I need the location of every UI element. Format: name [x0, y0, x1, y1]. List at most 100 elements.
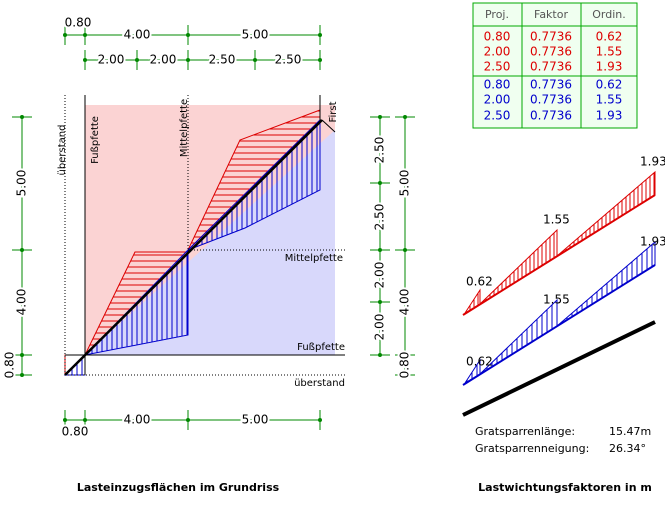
- dim-label: 2.50: [373, 204, 387, 231]
- dim-label: 5.00: [242, 28, 269, 42]
- table-cell: 2.50: [484, 60, 511, 74]
- dim-label: 4.00: [124, 413, 151, 427]
- dim-dot: [318, 418, 322, 422]
- plan-label: überstand: [294, 378, 345, 389]
- plan-label: Mittelpfette: [179, 99, 190, 157]
- table-cell: 0.80: [484, 78, 511, 92]
- info-label: Gratsparrenlänge:: [475, 425, 575, 438]
- dim-label: 2.50: [373, 137, 387, 164]
- dim-dot: [63, 33, 67, 37]
- ordinate-label: 1.55: [543, 293, 570, 307]
- dim-label: 2.00: [150, 53, 177, 67]
- plan-label: First: [328, 101, 339, 122]
- info-value: 26.34°: [609, 442, 646, 455]
- table-cells: Proj. Faktor Ordin. 0.80 0.7736 0.62 2.00 0.773…: [484, 8, 626, 123]
- dim-label: 2.00: [373, 262, 387, 289]
- dim-dot: [20, 373, 24, 377]
- blue-ordinate: [556, 240, 656, 327]
- dim-label: 4.00: [124, 28, 151, 42]
- dim-label: 2.00: [373, 314, 387, 341]
- table-cell: 0.7736: [530, 93, 572, 107]
- dim-label: 5.00: [15, 170, 29, 197]
- dimensions: 0.80 4.00 5.00 2.00 2.00 2.50 2.50 5.00 4.00 0.80…: [1, 14, 415, 441]
- ordinate-label: 1.55: [543, 213, 570, 227]
- table-cell: 0.7736: [530, 60, 572, 74]
- caption: Lastwichtungsfaktoren in m: [478, 481, 652, 494]
- table-cell: 2.00: [484, 45, 511, 59]
- dim-dot: [378, 248, 382, 252]
- plan: [63, 95, 345, 376]
- dim-label: 0.80: [398, 352, 412, 379]
- plan-label: überstand: [57, 125, 68, 176]
- ordinate-label: 0.62: [466, 355, 493, 369]
- plan-label: Mittelpfette: [285, 253, 343, 264]
- table-cell: 0.7736: [530, 109, 572, 123]
- dim-dot: [378, 300, 382, 304]
- ordinate-label: 1.93: [640, 235, 665, 249]
- ordinate-label: 1.93: [640, 155, 665, 169]
- table-cell: 1.55: [596, 93, 623, 107]
- dim-dot: [63, 418, 67, 422]
- dim-label: 2.00: [98, 53, 125, 67]
- dim-dot: [20, 353, 24, 357]
- blue-hatch: [187, 118, 321, 251]
- dim-dot: [186, 58, 190, 62]
- table-cell: 1.93: [596, 109, 623, 123]
- dim-dot: [20, 115, 24, 119]
- table-frame: [472, 2, 638, 129]
- dim-dot: [135, 58, 139, 62]
- table-header: Ordin.: [592, 8, 626, 21]
- ridge-end: [321, 119, 336, 133]
- table-cell: 0.7736: [530, 30, 572, 44]
- dim-label: 2.50: [275, 53, 302, 67]
- table-cell: 0.62: [596, 78, 623, 92]
- table-cell: 0.80: [484, 30, 511, 44]
- dim-label: 4.00: [398, 289, 412, 316]
- dim-dot: [378, 115, 382, 119]
- dim-label: 5.00: [398, 170, 412, 197]
- dim-dot: [186, 33, 190, 37]
- hip-line: [64, 119, 323, 376]
- dim-label: 5.00: [242, 413, 269, 427]
- info-value: 15.47m: [609, 425, 651, 438]
- red-base: [462, 194, 656, 316]
- dim-dot: [403, 373, 407, 377]
- dim-label: 2.50: [209, 53, 236, 67]
- rafter-line: [462, 320, 656, 417]
- dim-dot: [83, 418, 87, 422]
- table-cell: 1.93: [596, 60, 623, 74]
- dim-dot: [378, 181, 382, 185]
- dim-dot: [378, 353, 382, 357]
- dim-dot: [403, 353, 407, 357]
- info-label: Gratsparrenneigung:: [475, 442, 589, 455]
- dim-dot: [318, 58, 322, 62]
- dim-dot: [253, 58, 257, 62]
- table: [472, 2, 638, 129]
- plan-label: Fußpfette: [90, 116, 101, 164]
- dim-dot: [186, 418, 190, 422]
- table-cell: 0.7736: [530, 45, 572, 59]
- table-header: Proj.: [485, 8, 509, 21]
- table-cell: 1.55: [596, 45, 623, 59]
- table-header: Faktor: [534, 8, 568, 21]
- ordinate-label: 0.62: [466, 275, 493, 289]
- labels: überstand Fußpfette Mittelpfette First M…: [57, 99, 345, 494]
- dim-dot: [403, 248, 407, 252]
- dim-dot: [83, 33, 87, 37]
- dim-dot: [83, 58, 87, 62]
- table-cell: 0.62: [596, 30, 623, 44]
- dim-dot: [20, 248, 24, 252]
- table-cell: 2.00: [484, 93, 511, 107]
- blue-base: [462, 264, 656, 386]
- weighting: 0.62 1.55 1.93 0.62 1.55 1.93 Gratsparre…: [462, 155, 665, 494]
- table-cell: 0.7736: [530, 78, 572, 92]
- dim-dot: [318, 33, 322, 37]
- dim-label: 0.80: [62, 425, 89, 439]
- dim-label: 4.00: [15, 289, 29, 316]
- dim-label: 0.80: [3, 352, 17, 379]
- caption: Lasteinzugsflächen im Grundriss: [77, 481, 280, 494]
- plan-label: Fußpfette: [297, 342, 345, 353]
- dim-dot: [403, 115, 407, 119]
